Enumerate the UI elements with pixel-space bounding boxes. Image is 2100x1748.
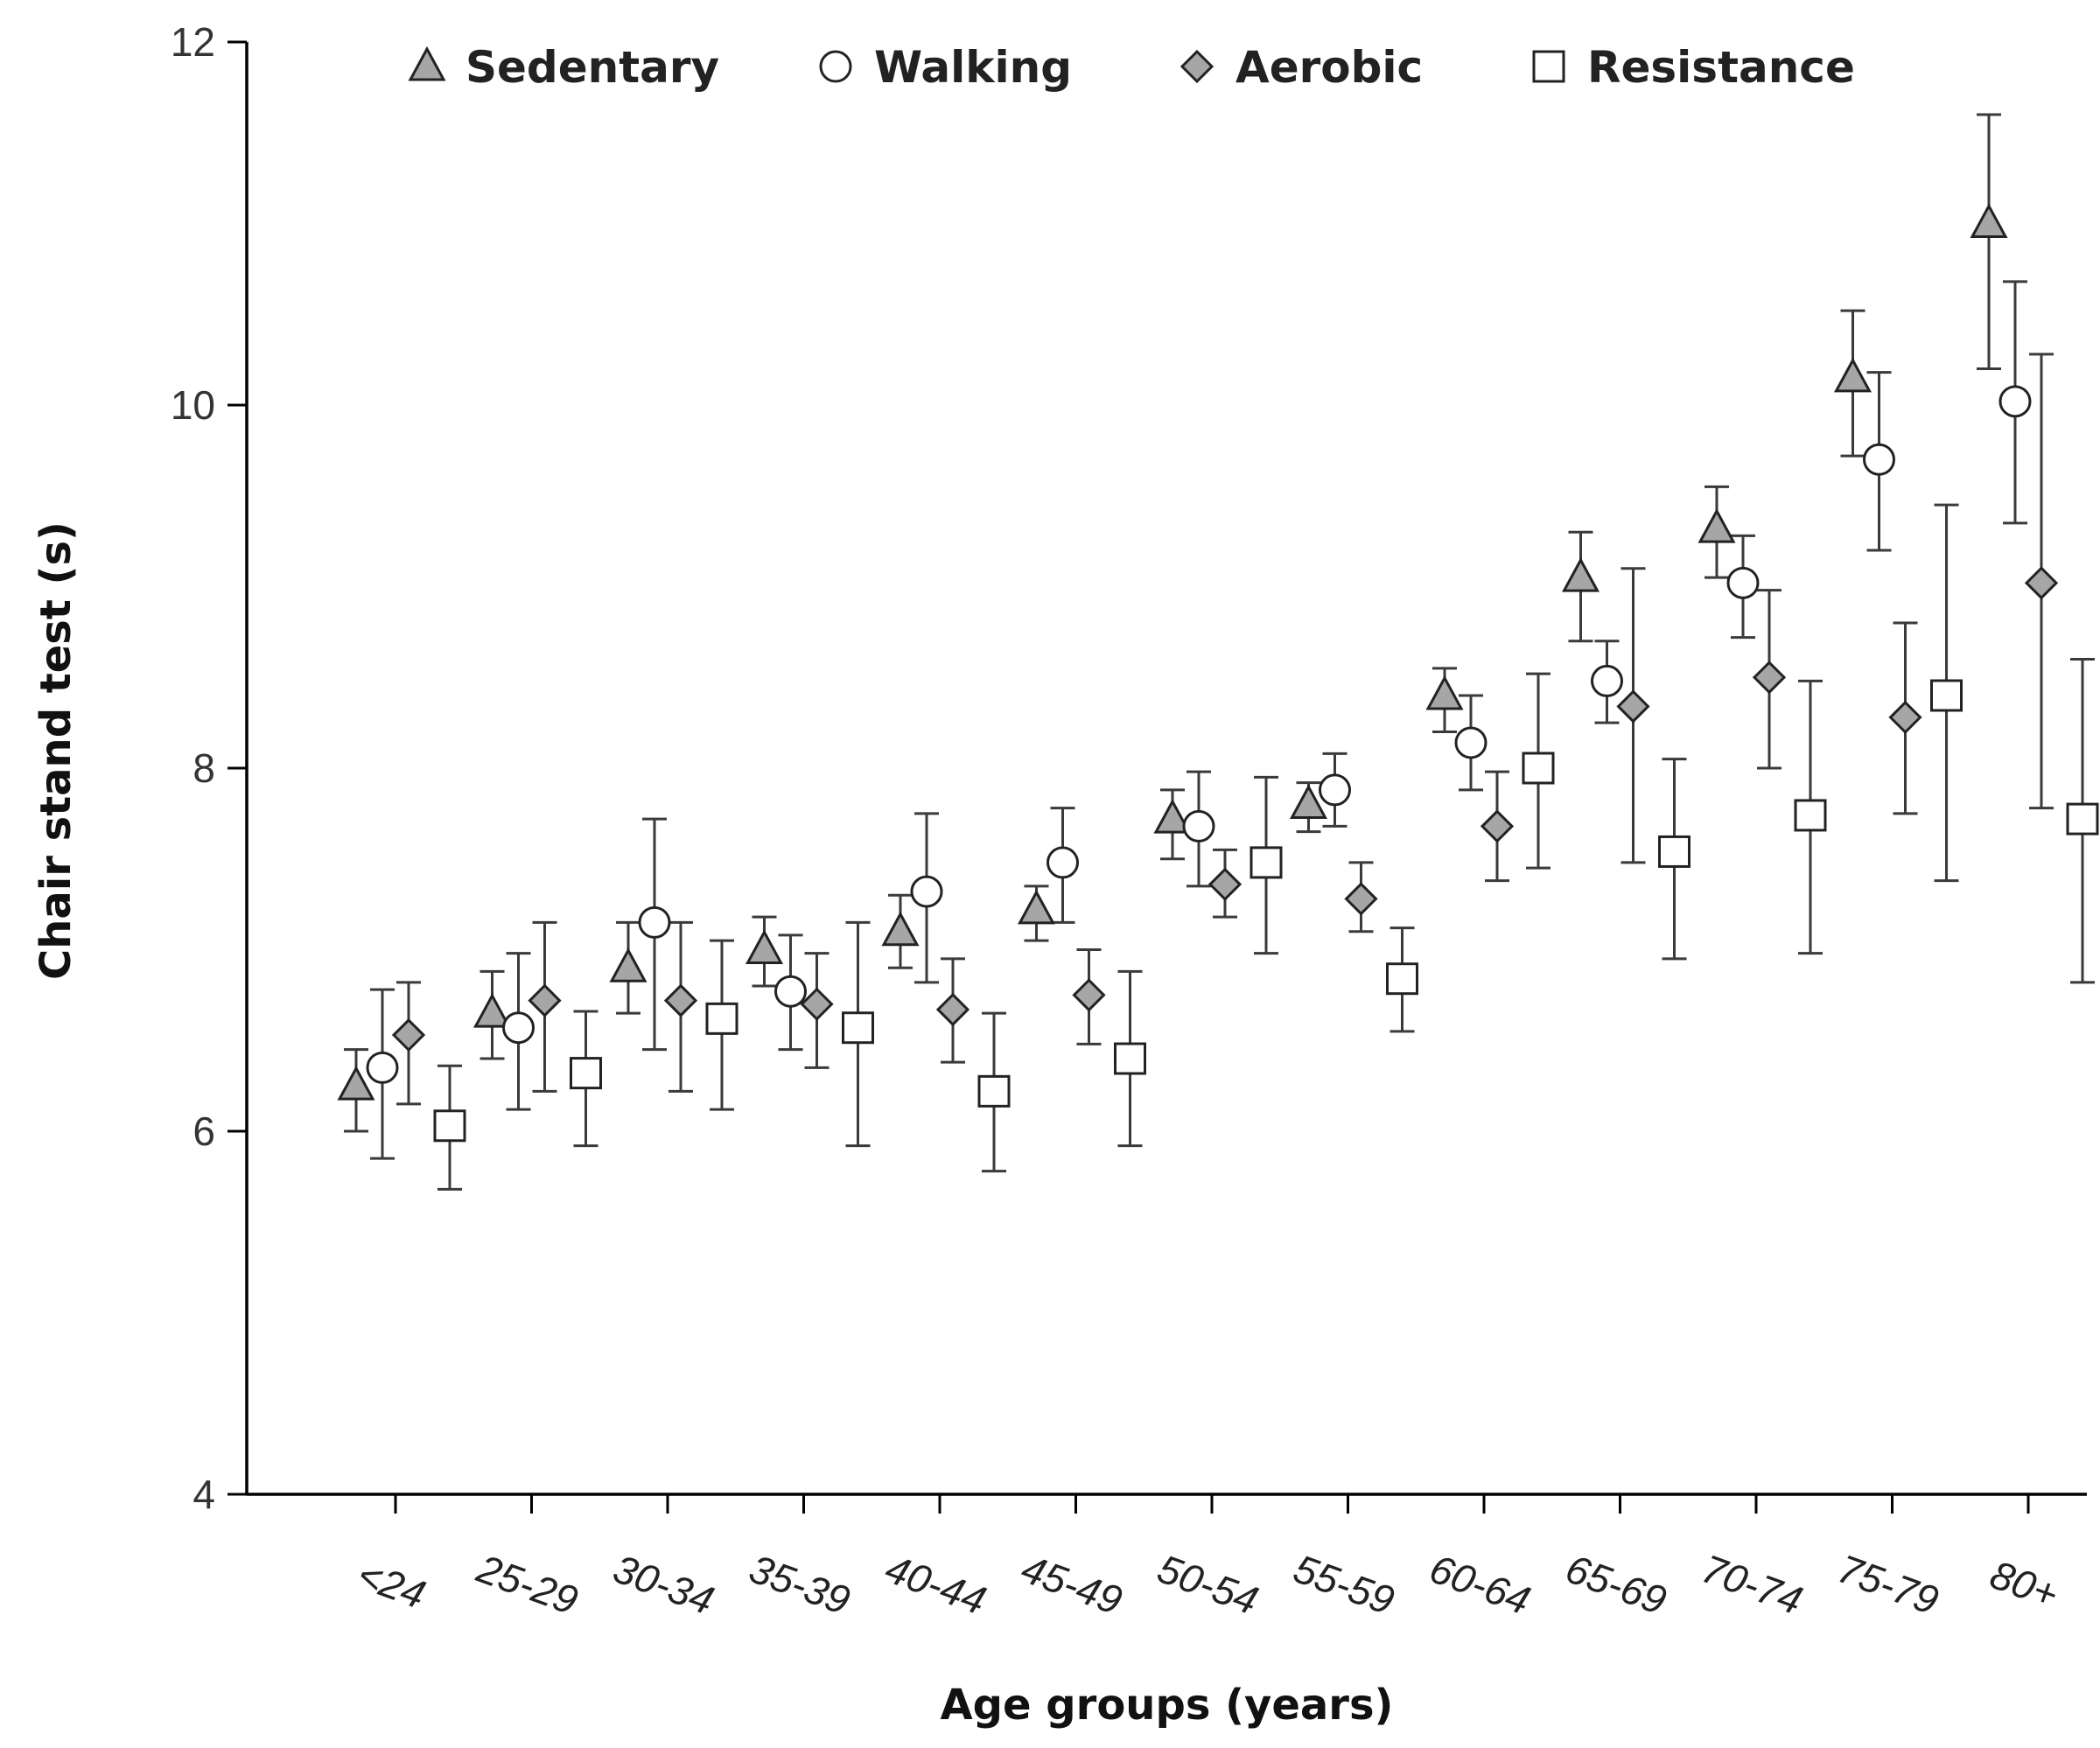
x-ticks: <24 25-29 30-34 35-39 40-44 45-49 50-54 55-59 60… — [352, 1494, 2064, 1624]
y-tick-label: 8 — [192, 745, 215, 791]
sedentary-point — [1970, 203, 2008, 238]
sedentary-point — [1698, 507, 1736, 543]
aerobic-point — [1616, 689, 1650, 724]
aerobic-point — [1752, 661, 1787, 695]
walking-point — [1046, 846, 1079, 879]
x-tick-label: 65-69 — [1560, 1545, 1672, 1623]
aerobic-point — [663, 983, 698, 1017]
walking-point — [1182, 809, 1215, 843]
aerobic-point — [935, 992, 970, 1027]
aerobic-point — [1344, 882, 1378, 916]
resistance-point — [977, 1074, 1011, 1108]
resistance-point — [1794, 799, 1827, 832]
sedentary-point — [609, 947, 648, 982]
walking-point — [502, 1011, 535, 1045]
legend-marker-walking — [819, 50, 852, 83]
aerobic-point — [1208, 867, 1242, 901]
resistance-point — [842, 1011, 874, 1045]
aerobic-point — [2024, 566, 2059, 600]
legend: Sedentary Walking Aerobic Resistance — [408, 42, 1855, 93]
legend-label-sedentary: Sedentary — [466, 42, 719, 93]
sedentary-point — [1833, 357, 1872, 393]
x-tick-label: 60-64 — [1424, 1545, 1536, 1623]
sedentary-point — [1017, 889, 1056, 925]
aerobic-point — [800, 987, 834, 1021]
legend-marker-resistance — [1532, 50, 1565, 83]
resistance-point — [1386, 962, 1418, 996]
resistance-point — [570, 1057, 602, 1090]
x-tick-label: 30-34 — [607, 1545, 719, 1623]
sedentary-point — [881, 911, 920, 947]
y-tick-label: 6 — [192, 1108, 215, 1154]
x-axis-title: Age groups (years) — [941, 1681, 1394, 1730]
y-ticks: 4 6 8 10 12 — [171, 19, 247, 1517]
x-tick-label: 75-79 — [1832, 1545, 1944, 1623]
x-tick-label: 35-39 — [744, 1545, 856, 1623]
aerobic-point — [1480, 809, 1515, 843]
sedentary-point — [1153, 798, 1192, 834]
sedentary-point — [337, 1065, 375, 1101]
sedentary-point — [1425, 675, 1464, 710]
walking-point — [638, 905, 671, 939]
x-tick-label: 55-59 — [1288, 1545, 1400, 1623]
sedentary-point — [1289, 784, 1328, 819]
x-tick-label: 80+ — [1984, 1551, 2064, 1618]
sedentary-error-bar — [1977, 113, 2001, 370]
x-tick-label: 40-44 — [879, 1545, 991, 1623]
walking-point — [1998, 385, 2032, 418]
resistance-point — [1930, 679, 1963, 712]
resistance-point — [433, 1109, 466, 1143]
aerobic-point — [391, 1017, 426, 1052]
sedentary-point — [745, 929, 784, 964]
legend-marker-aerobic — [1180, 49, 1214, 84]
resistance-point — [1522, 752, 1555, 785]
legend-label-aerobic: Aerobic — [1236, 42, 1423, 93]
aerobic-point — [1888, 700, 1922, 735]
y-axis-title: Chair stand test (s) — [32, 521, 80, 980]
x-tick-label: 70-74 — [1696, 1545, 1808, 1623]
sedentary-point — [472, 992, 512, 1028]
x-tick-label: <24 — [352, 1551, 431, 1618]
y-tick-label: 4 — [192, 1472, 215, 1517]
walking-point — [1319, 773, 1351, 807]
legend-marker-sedentary — [408, 45, 446, 81]
x-tick-label: 50-54 — [1152, 1545, 1264, 1623]
y-tick-label: 10 — [171, 382, 215, 428]
resistance-point — [1114, 1042, 1146, 1075]
y-tick-label: 12 — [171, 19, 215, 65]
x-tick-label: 25-29 — [471, 1545, 584, 1623]
walking-point — [1454, 726, 1488, 759]
legend-label-walking: Walking — [874, 42, 1072, 93]
data-markers — [337, 203, 2099, 1143]
legend-label-resistance: Resistance — [1587, 42, 1855, 93]
walking-point — [910, 875, 943, 908]
resistance-point — [705, 1002, 738, 1035]
aerobic-point — [528, 983, 562, 1017]
resistance-point — [1658, 835, 1690, 868]
x-tick-label: 45-49 — [1016, 1545, 1128, 1623]
resistance-point — [2066, 802, 2099, 836]
walking-point — [1591, 664, 1623, 697]
walking-point — [1863, 443, 1895, 476]
error-bars — [344, 113, 2095, 1191]
walking-point — [1726, 566, 1760, 599]
resistance-point — [1250, 846, 1283, 879]
walking-point — [774, 975, 807, 1008]
sedentary-point — [1561, 556, 1600, 592]
walking-point — [366, 1051, 399, 1084]
aerobic-point — [1072, 978, 1106, 1012]
